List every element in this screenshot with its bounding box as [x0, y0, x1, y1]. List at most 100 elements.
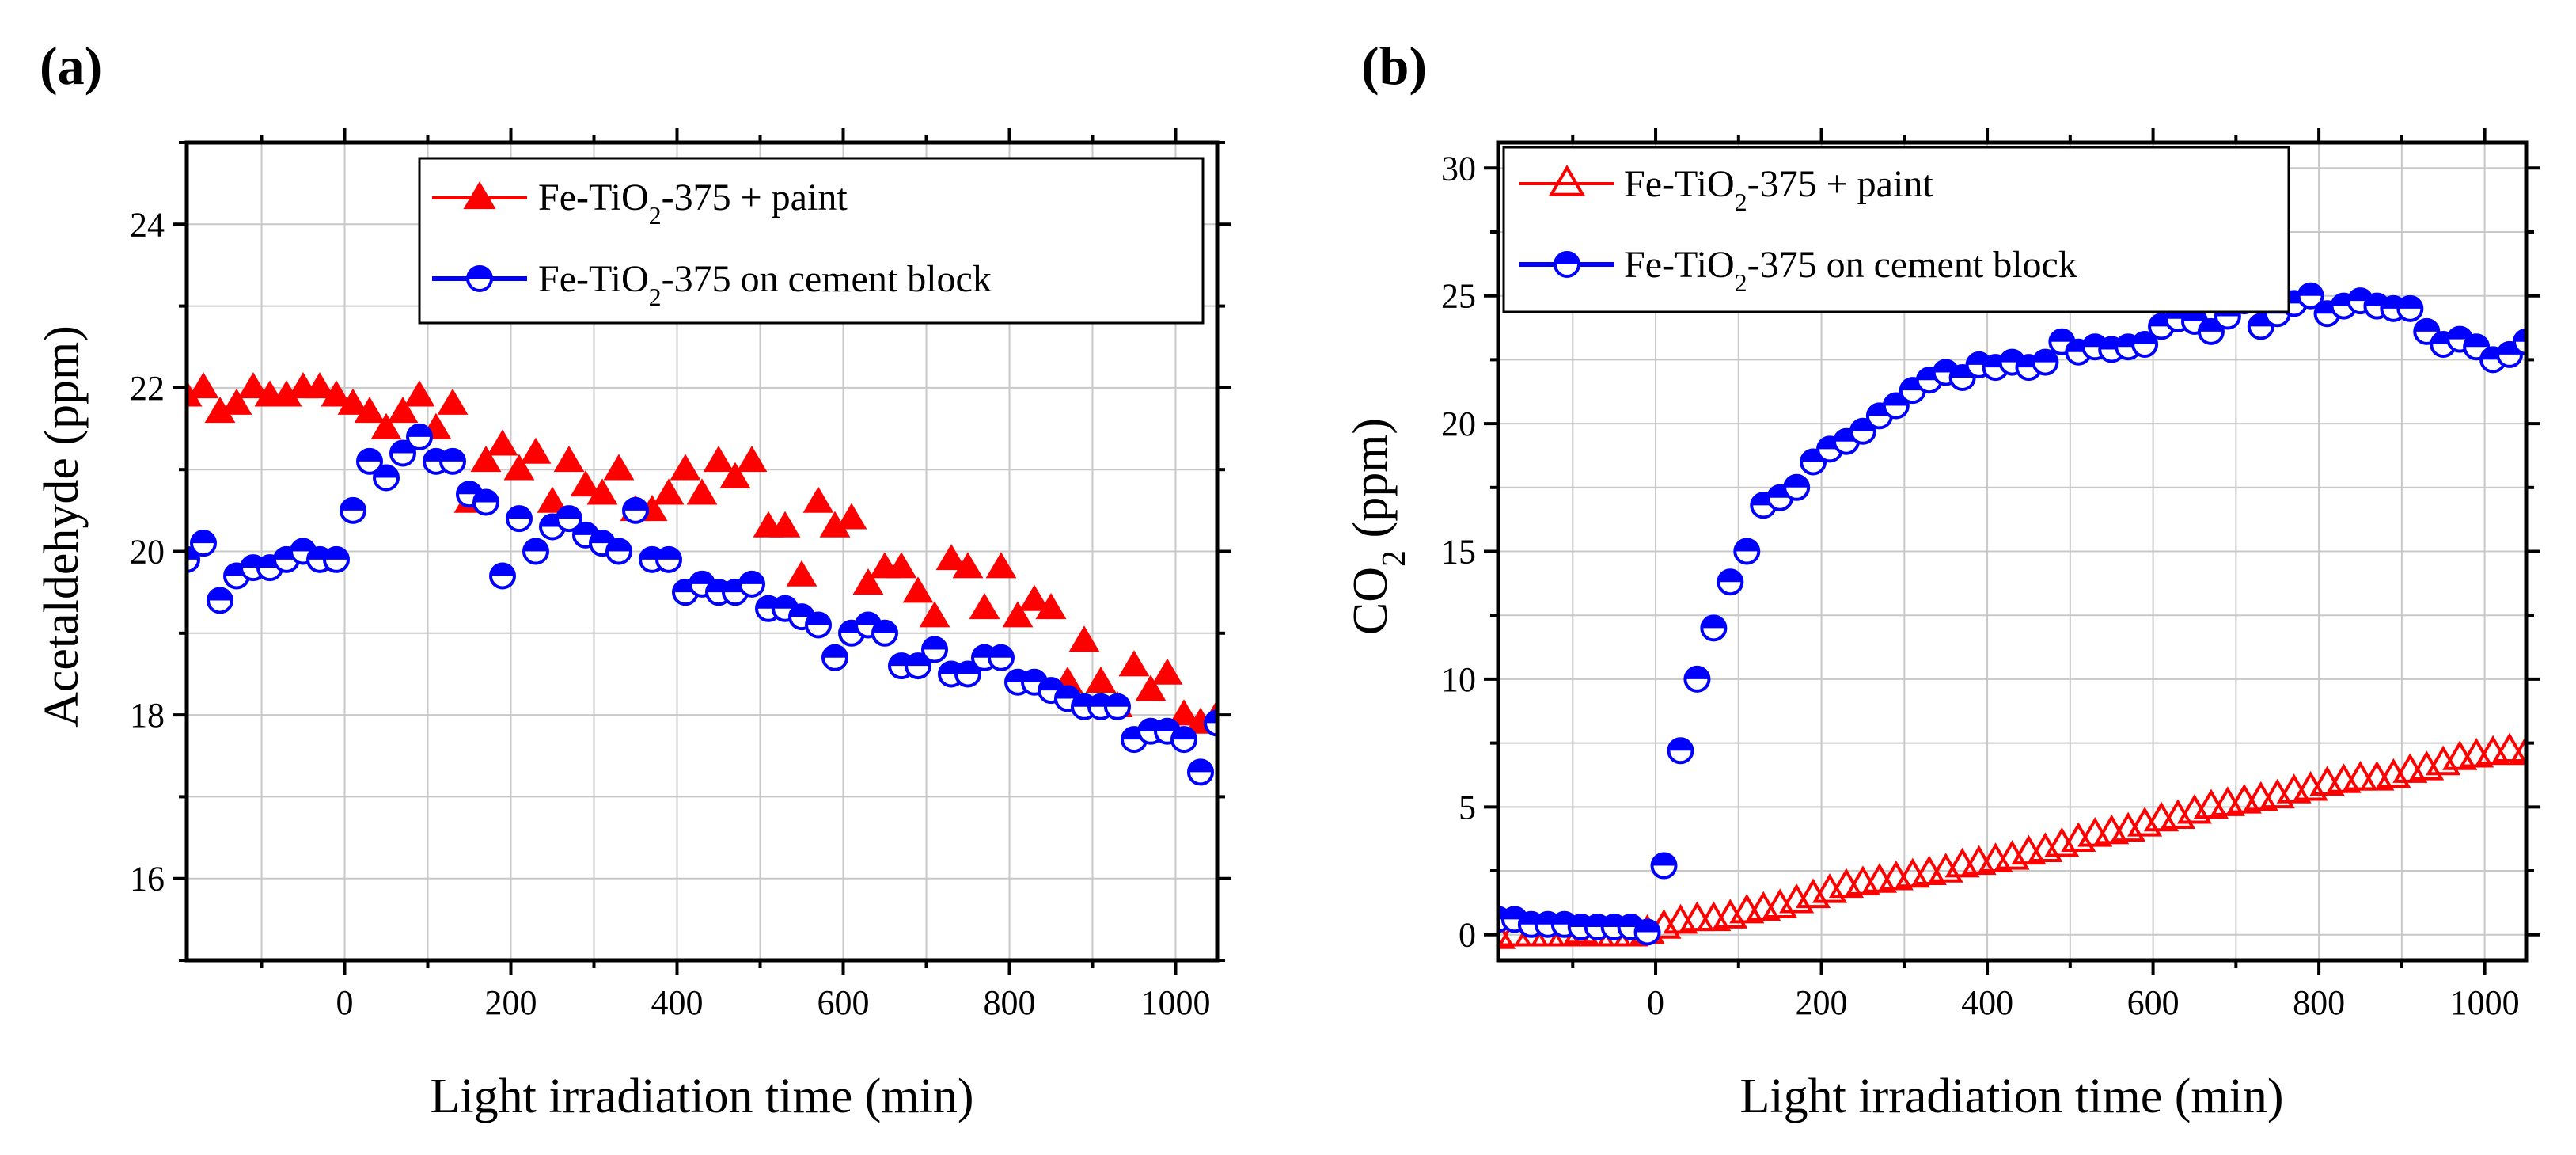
data-point-a-0-29 [653, 478, 685, 505]
x-axis-title-b: Light irradiation time (min) [1740, 1070, 2284, 1123]
data-point-a-0-30 [670, 454, 701, 481]
data-point-a-0-49 [985, 552, 1017, 579]
data-point-a-0-11 [354, 397, 385, 424]
data-point-a-1-18 [472, 488, 499, 516]
tick-labels-a: 0 200 400 600 800 1000 16 18 20 22 24 [130, 205, 1211, 1022]
data-point-a-0-48 [969, 592, 1000, 620]
data-point-a-0-54 [1068, 625, 1100, 652]
data-point-a-0-36 [769, 511, 801, 538]
x-tick-label: 1000 [2450, 983, 2520, 1022]
data-point-a-0-22 [537, 486, 568, 513]
data-point-a-1-16 [439, 447, 466, 475]
legend-box-b [1502, 146, 2290, 313]
data-point-a-0-40 [836, 503, 867, 530]
data-point-a-0-50 [1002, 601, 1034, 628]
data-point-a-0-10 [337, 388, 369, 415]
data-point-b-1-10 [1650, 852, 1678, 880]
legend-label-a-cement: Fe-TiO2-375 on cement block [538, 258, 992, 311]
y-tick-label: 15 [1441, 533, 1476, 572]
data-point-a-0-14 [404, 380, 435, 407]
data-point-a-0-13 [387, 397, 419, 424]
legend-label-a-paint: Fe-TiO2-375 + paint [538, 177, 848, 230]
data-point-a-1-12 [373, 464, 400, 492]
legend-marker-a-paint [463, 180, 496, 210]
plot-frame-a [184, 140, 1220, 963]
x-tick-label: 800 [984, 983, 1036, 1022]
data-point-a-0-43 [886, 552, 917, 579]
legend-marker-shape-a-1 [466, 265, 493, 292]
data-point-a-0-9 [321, 380, 352, 407]
data-point-a-0-38 [802, 486, 834, 513]
y-tick-label: 0 [1459, 916, 1476, 955]
legend-marker-a-cement [466, 265, 493, 292]
data-point-b-1-39 [2131, 331, 2159, 359]
data-point-b-1-22 [1849, 417, 1876, 445]
data-point-a-0-8 [304, 372, 336, 399]
legend-b: Fe-TiO2-375 + paint Fe-TiO2-375 on cemen… [1502, 146, 2290, 313]
data-point-a-0-52 [1035, 592, 1067, 620]
data-point-a-0-31 [686, 478, 718, 505]
data-point-a-1-20 [506, 505, 533, 533]
x-tick-label: 600 [818, 983, 870, 1022]
plot-frame-b [1496, 140, 2529, 963]
y-tick-label: 18 [130, 696, 165, 735]
data-point-a-1-14 [406, 423, 433, 450]
y-tick-label: 22 [130, 369, 165, 408]
data-point-a-1-19 [489, 562, 516, 590]
legend-marker-b-cement [1554, 251, 1580, 278]
data-point-a-0-12 [370, 412, 402, 439]
data-point-a-1-23 [556, 505, 582, 533]
data-point-a-1-21 [522, 538, 549, 565]
data-point-a-1-27 [622, 496, 649, 524]
series-b-0 [1498, 732, 2526, 949]
y-tick-label: 20 [130, 533, 165, 572]
legend-box-a [418, 157, 1205, 325]
legend-marker-shape-b-1 [1554, 251, 1580, 278]
data-point-b-0-61 [2491, 732, 2526, 763]
y-axis-title-a: Acetaldehyde (ppm) [35, 325, 89, 728]
data-point-a-1-45 [921, 636, 948, 663]
data-point-a-1-62 [1204, 709, 1217, 737]
x-axis-title-a: Light irradiation time (min) [431, 1070, 974, 1123]
data-marks-a [187, 372, 1217, 786]
data-point-a-0-46 [935, 543, 967, 571]
data-point-a-1-9 [323, 545, 350, 573]
data-point-a-0-60 [1168, 699, 1200, 726]
x-tick-label: 400 [651, 983, 704, 1022]
series-a-1 [187, 423, 1217, 786]
x-tick-label: 200 [485, 983, 537, 1022]
y-tick-label: 16 [130, 860, 165, 899]
x-tick-label: 800 [2293, 983, 2345, 1022]
legend-label-b-paint: Fe-TiO2-375 + paint [1624, 163, 1933, 216]
data-point-a-0-47 [952, 552, 984, 579]
data-point-a-0-21 [520, 437, 552, 464]
data-point-a-0-41 [852, 568, 884, 595]
legend-a: Fe-TiO2-375 + paint Fe-TiO2-375 on cemen… [418, 157, 1205, 325]
y-tick-label: 25 [1441, 277, 1476, 316]
data-point-a-1-29 [655, 545, 682, 573]
data-point-b-0-52 [2343, 761, 2378, 791]
data-point-b-1-62 [2513, 328, 2526, 355]
data-point-b-1-49 [2297, 282, 2324, 310]
data-point-b-1-33 [2032, 348, 2059, 376]
x-tick-label: 600 [2127, 983, 2180, 1022]
x-tick-label: 400 [1961, 983, 2013, 1022]
data-point-a-0-55 [1085, 666, 1117, 693]
data-point-a-1-10 [340, 496, 366, 524]
data-point-a-1-42 [871, 619, 898, 647]
data-point-b-1-9 [1633, 918, 1661, 946]
data-point-a-1-61 [1187, 758, 1214, 786]
data-point-a-0-32 [703, 446, 734, 473]
data-point-a-0-45 [919, 601, 950, 628]
data-point-b-1-15 [1733, 538, 1761, 565]
data-point-b-1-11 [1667, 737, 1694, 765]
data-point-b-1-18 [1783, 473, 1811, 501]
data-point-a-1-2 [207, 587, 233, 614]
legend-marker-shape-b-0 [1548, 165, 1586, 196]
tick-labels-b: 0 200 400 600 800 1000 0 5 10 15 20 25 30 [1441, 149, 2520, 1022]
data-point-a-1-47 [954, 660, 981, 688]
legend-marker-shape-a-0 [463, 180, 496, 210]
data-point-a-0-59 [1151, 658, 1183, 685]
data-point-a-1-26 [605, 538, 632, 565]
